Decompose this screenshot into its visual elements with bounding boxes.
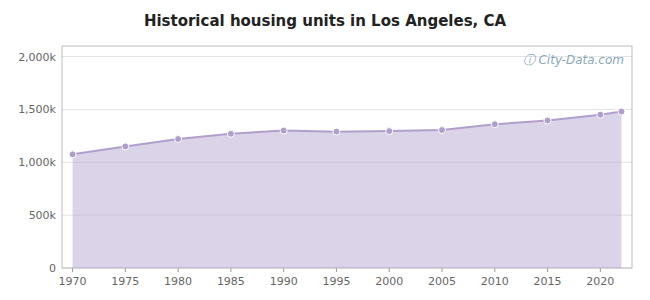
y-tick-label: 1,500k (18, 103, 56, 116)
y-tick-label: 500k (29, 209, 57, 222)
x-tick-label: 1995 (322, 275, 350, 288)
marker (597, 111, 604, 118)
marker (439, 127, 446, 134)
marker (386, 128, 393, 135)
x-tick-label: 2010 (481, 275, 509, 288)
marker (544, 117, 551, 124)
x-tick (125, 268, 126, 272)
x-tick (336, 268, 337, 272)
y-tick-label: 1,000k (18, 156, 56, 169)
plot-frame (62, 46, 632, 268)
marker (175, 136, 182, 143)
marker (491, 121, 498, 128)
x-tick (442, 268, 443, 272)
x-tick (600, 268, 601, 272)
marker (227, 130, 234, 137)
x-tick-label: 1970 (59, 275, 87, 288)
x-tick-label: 2015 (534, 275, 562, 288)
area-fill (73, 112, 622, 268)
x-tick (72, 268, 73, 272)
x-tick (494, 268, 495, 272)
x-tick-label: 1980 (164, 275, 192, 288)
chart: Historical housing units in Los Angeles,… (0, 0, 650, 300)
x-tick-label: 1975 (111, 275, 139, 288)
x-tick (547, 268, 548, 272)
y-tick-label: 0 (49, 262, 56, 275)
x-tick-label: 2005 (428, 275, 456, 288)
x-tick (389, 268, 390, 272)
x-tick (283, 268, 284, 272)
marker (69, 151, 76, 158)
line (73, 112, 622, 155)
data-group (69, 108, 625, 268)
x-tick-label: 2000 (375, 275, 403, 288)
marker (618, 108, 625, 115)
marker (280, 127, 287, 134)
grid (62, 57, 632, 268)
marker (122, 143, 129, 150)
x-tick (230, 268, 231, 272)
x-tick-label: 1985 (217, 275, 245, 288)
watermark: ⓘ City-Data.com (523, 53, 624, 67)
marker (333, 128, 340, 135)
x-tick-label: 2020 (586, 275, 614, 288)
x-tick-label: 1990 (270, 275, 298, 288)
title: Historical housing units in Los Angeles,… (144, 12, 507, 30)
y-tick-label: 2,000k (18, 51, 56, 64)
grid-line (62, 109, 632, 110)
x-tick (178, 268, 179, 272)
chart-container: Historical housing units in Los Angeles,… (0, 0, 650, 300)
